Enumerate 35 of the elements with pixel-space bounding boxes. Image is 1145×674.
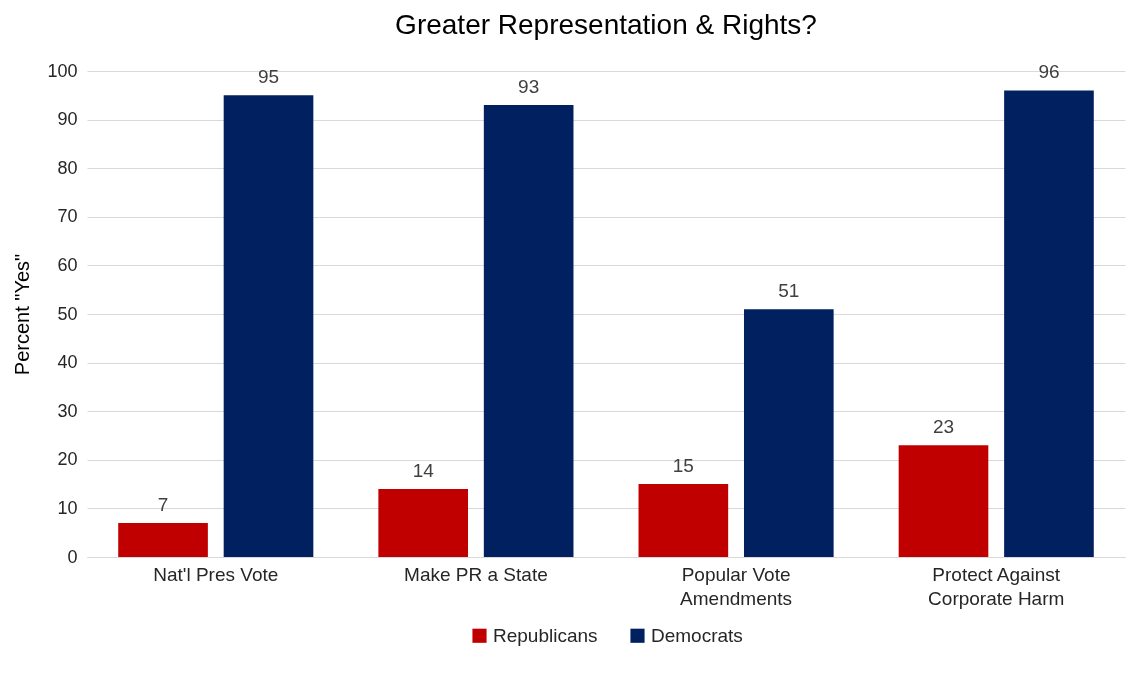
y-tick-label: 30 [57,400,78,421]
y-tick-label: 80 [57,157,78,178]
bar [118,522,208,557]
bar [743,309,834,557]
y-tick-label: 60 [57,254,78,275]
x-tick-label: Make PR a State [404,563,548,585]
bar [223,95,314,557]
data-label: 96 [1038,61,1060,83]
x-tick-label: Protect Against Corporate Harm [928,563,1065,609]
data-label: 14 [412,459,435,481]
legend-label: Republicans [493,624,598,646]
data-label: 93 [518,76,540,98]
chart-title: Greater Representation & Rights? [395,9,817,40]
y-tick-label: 20 [57,449,78,470]
legend-label: Democrats [651,624,743,646]
data-label: 95 [257,66,280,88]
bar [378,488,469,557]
y-tick-label: 0 [67,546,78,567]
y-tick-label: 10 [57,497,78,518]
y-tick-label: 50 [57,303,78,324]
bar [483,105,574,557]
y-tick-label: 100 [47,60,78,81]
bar [638,484,729,557]
bar [1004,90,1094,557]
y-tick-label: 40 [57,352,78,373]
bar [898,445,989,557]
data-label: 15 [672,455,694,477]
data-label: 51 [778,280,800,302]
data-label: 7 [157,493,169,515]
y-tick-label: 90 [57,109,78,130]
x-tick-label: Nat'l Pres Vote [153,563,279,585]
y-axis-title: Percent "Yes" [11,253,34,376]
x-tick-label: Popular Vote Amendments [680,563,793,609]
y-tick-label: 70 [57,206,78,227]
data-label: 23 [932,416,955,438]
